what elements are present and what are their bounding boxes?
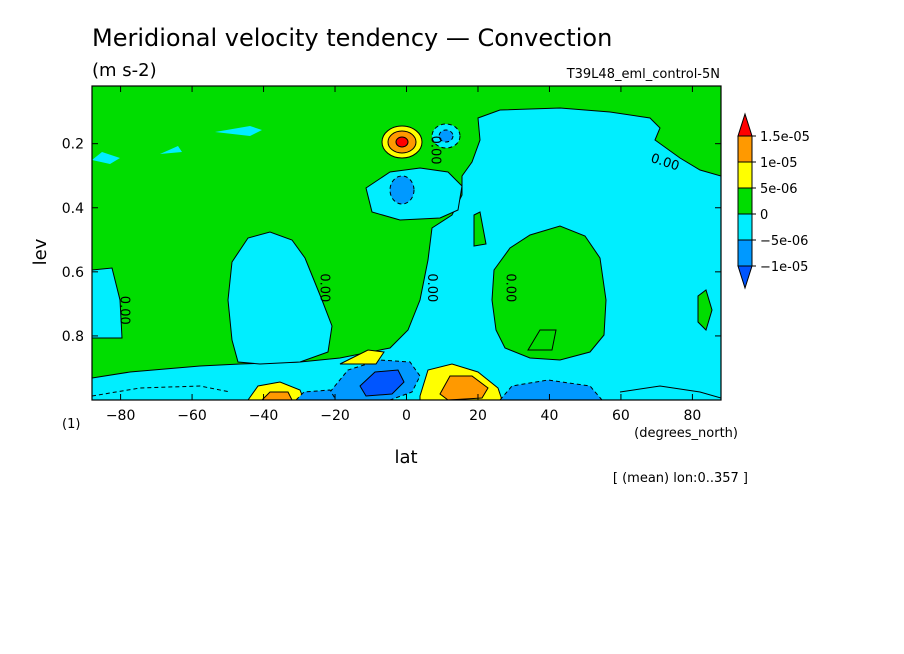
- y-axis-units: (1): [62, 417, 80, 432]
- colorbar: 1.5e-05 1e-05 5e-06 0 −5e-06 −1e-05: [738, 114, 810, 288]
- contour-label: 0.00: [428, 136, 443, 165]
- plot-area: [92, 86, 721, 400]
- x-tick-label: −20: [320, 408, 350, 424]
- colorbar-label: −1e-05: [760, 260, 808, 275]
- colorbar-label: 0: [760, 208, 768, 223]
- colorbar-segment: [738, 188, 752, 214]
- x-tick-label: 80: [683, 408, 701, 424]
- y-tick-label: 0.4: [62, 201, 84, 217]
- contour-label: 0.00: [424, 273, 439, 302]
- colorbar-label: −5e-06: [760, 234, 808, 249]
- y-tick-label: 0.8: [62, 329, 84, 345]
- x-tick-label: −40: [249, 408, 279, 424]
- footnote: [ (mean) lon:0..357 ]: [613, 471, 748, 486]
- x-tick-label: 0: [402, 408, 411, 424]
- colorbar-segment: [738, 136, 752, 162]
- x-tick-label: 40: [541, 408, 559, 424]
- chart-units: (m s-2): [92, 60, 157, 81]
- x-tick-label: −80: [106, 408, 136, 424]
- x-axis-label: lat: [394, 447, 417, 468]
- colorbar-min-arrow: [738, 266, 752, 288]
- colorbar-label: 5e-06: [760, 182, 798, 197]
- y-axis-label: lev: [30, 238, 51, 265]
- y-tick-label: 0.2: [62, 137, 84, 153]
- colorbar-max-arrow: [738, 114, 752, 136]
- dataset-label: T39L48_eml_control-5N: [566, 67, 720, 82]
- contour-label: 0.00: [117, 296, 132, 325]
- x-tick-label: 60: [612, 408, 630, 424]
- contour-label: 0.00: [503, 273, 518, 302]
- y-tick-label: 0.6: [62, 265, 84, 281]
- chart-title: Meridional velocity tendency — Convectio…: [92, 24, 612, 52]
- contour-label: 0.00: [317, 273, 332, 302]
- x-tick-label: 20: [469, 408, 487, 424]
- x-tick-label: −60: [177, 408, 207, 424]
- colorbar-segment: [738, 162, 752, 188]
- colorbar-label: 1.5e-05: [760, 130, 810, 145]
- colorbar-segment: [738, 240, 752, 266]
- colorbar-label: 1e-05: [760, 156, 798, 171]
- colorbar-segment: [738, 214, 752, 240]
- x-axis-units: (degrees_north): [634, 426, 738, 441]
